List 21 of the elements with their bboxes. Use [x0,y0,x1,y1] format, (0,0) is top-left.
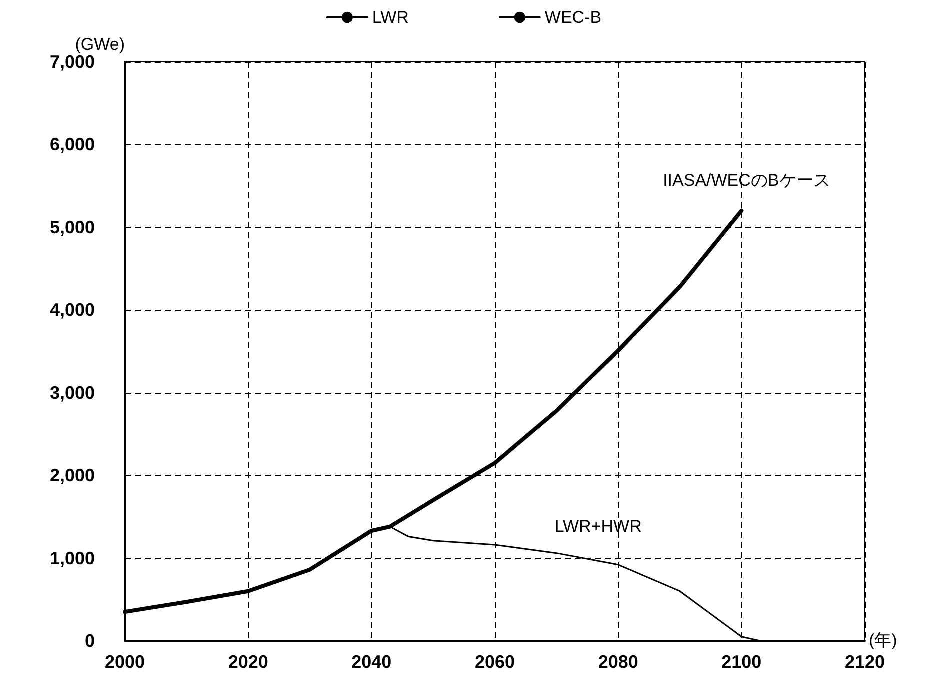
x-tick-label: 2060 [474,652,516,672]
y-tick-label: 4,000 [50,300,95,320]
annotation: LWR+HWR [554,516,642,536]
y-tick-label: 0 [84,631,95,651]
x-tick-label: 2100 [722,652,762,672]
y-tick-label: 7,000 [50,52,95,72]
annotation: IIASA/WECのBケース [663,170,830,190]
x-axis-title: (年) [869,631,898,650]
x-tick-label: 2080 [598,652,638,672]
legend-label: WEC-B [544,8,602,27]
y-tick-label: 3,000 [50,382,95,403]
x-tick-label: 2000 [104,652,146,672]
y-tick-label: 1,000 [50,548,95,568]
y-tick-label: 2,000 [50,466,95,486]
x-tick-label: 2020 [228,652,268,672]
x-tick-label: 2120 [844,652,886,672]
legend-label: LWR [372,8,409,27]
y-axis-title: (GWe) [75,35,125,54]
y-tick-label: 6,000 [50,134,95,155]
y-tick-label: 5,000 [50,217,95,238]
x-tick-label: 2040 [352,652,392,672]
